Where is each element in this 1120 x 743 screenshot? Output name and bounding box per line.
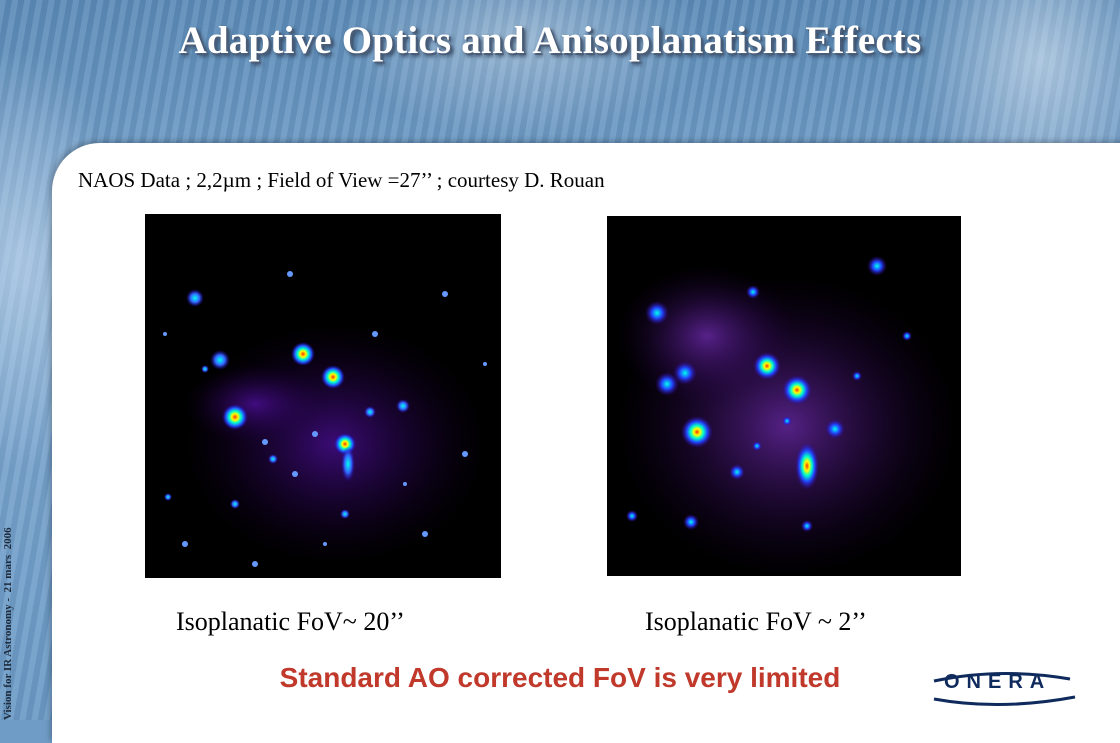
ao-image-narrow-isoplanatic [607, 216, 961, 576]
sidebar-footer-text: Vision for IR Astronomy - 21 mars 2006 [2, 527, 14, 720]
caption-right: Isoplanatic FoV ~ 2’’ [645, 607, 867, 636]
conclusion-text: Standard AO corrected FoV is very limite… [279, 662, 841, 693]
logo-text: ONERA [944, 671, 1052, 693]
slide-title: Adaptive Optics and Anisoplanatism Effec… [178, 19, 922, 62]
caption-left: Isoplanatic FoV~ 20’’ [176, 607, 405, 636]
slide-subtitle: NAOS Data ; 2,2µm ; Field of View =27’’ … [78, 168, 605, 192]
ao-image-wide-isoplanatic [145, 214, 501, 578]
onera-logo: ONERA [930, 665, 1080, 713]
